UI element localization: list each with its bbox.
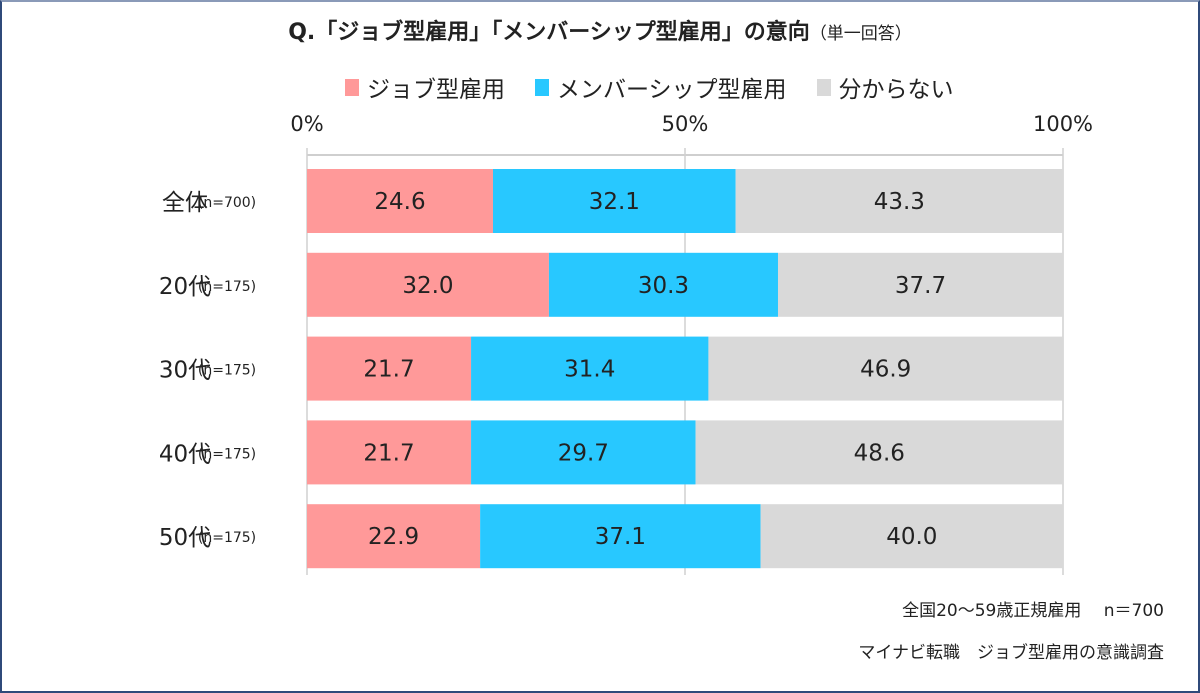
bar-segment <box>307 169 493 233</box>
chart-title: Q.「ジョブ型雇用」「メンバーシップ型雇用」の意向（単一回答） <box>0 14 1200 46</box>
x-tick-label: 0% <box>290 112 323 136</box>
legend-item: メンバーシップ型雇用 <box>535 70 787 104</box>
data-label: 24.6 <box>374 189 425 215</box>
title-text: Q.「ジョブ型雇用」「メンバーシップ型雇用」の意向 <box>288 20 810 45</box>
legend-label: 分からない <box>838 77 954 103</box>
data-label: 31.4 <box>564 357 615 383</box>
bar-segment <box>307 252 549 317</box>
bar-segment <box>548 252 778 317</box>
legend-swatch <box>816 78 831 96</box>
bar-segment <box>695 420 1063 485</box>
bar-segment <box>760 504 1063 569</box>
data-label: 21.7 <box>363 440 414 466</box>
bar-segment <box>471 336 709 401</box>
legend-swatch <box>535 78 549 96</box>
category-note: (n=175) <box>198 530 256 546</box>
x-tick-label: 50% <box>662 112 709 136</box>
category-label: 50代 <box>159 525 211 551</box>
data-label: 32.1 <box>589 189 640 215</box>
data-label: 48.6 <box>854 440 905 466</box>
category-note: (n=175) <box>198 363 256 379</box>
chart-subtitle: （単一回答） <box>809 24 912 44</box>
data-label: 46.9 <box>860 357 911 383</box>
data-label: 40.0 <box>886 524 937 550</box>
category-note: (n=700) <box>198 195 256 211</box>
category-label: 30代 <box>159 358 211 384</box>
bar-segment <box>492 169 736 233</box>
data-label: 43.3 <box>874 189 925 215</box>
bar-segment <box>307 336 472 401</box>
data-label: 29.7 <box>558 440 609 466</box>
category-label: 全体 <box>162 190 208 216</box>
bar-segment <box>480 504 761 569</box>
category-note: (n=175) <box>198 446 256 462</box>
legend-item: 分からない <box>816 70 954 104</box>
footnote-source: マイナビ転職 ジョブ型雇用の意識調査 <box>858 643 1164 663</box>
legend-item: ジョブ型雇用 <box>345 70 505 104</box>
category-label: 20代 <box>159 274 211 300</box>
bar-segment <box>777 252 1063 317</box>
data-label: 37.1 <box>595 524 646 550</box>
bar-segment <box>307 420 472 485</box>
category-note: (n=175) <box>198 279 256 295</box>
bar-segment <box>708 336 1063 401</box>
data-label: 21.7 <box>363 357 414 383</box>
data-label: 22.9 <box>368 524 419 550</box>
bar-segment <box>735 169 1063 233</box>
bar-segment <box>471 420 696 485</box>
category-label: 40代 <box>159 441 211 467</box>
legend-label: メンバーシップ型雇用 <box>557 77 787 103</box>
data-label: 30.3 <box>638 273 689 299</box>
data-label: 32.0 <box>402 273 453 299</box>
footnote-sample: 全国20～59歳正規雇用 n＝700 <box>902 601 1164 621</box>
legend-swatch <box>345 78 359 96</box>
bar-segment <box>307 504 481 569</box>
legend: ジョブ型雇用 メンバーシップ型雇用 分からない <box>345 70 954 104</box>
data-label: 37.7 <box>895 273 946 299</box>
legend-label: ジョブ型雇用 <box>367 77 505 103</box>
x-tick-label: 100% <box>1033 112 1093 136</box>
